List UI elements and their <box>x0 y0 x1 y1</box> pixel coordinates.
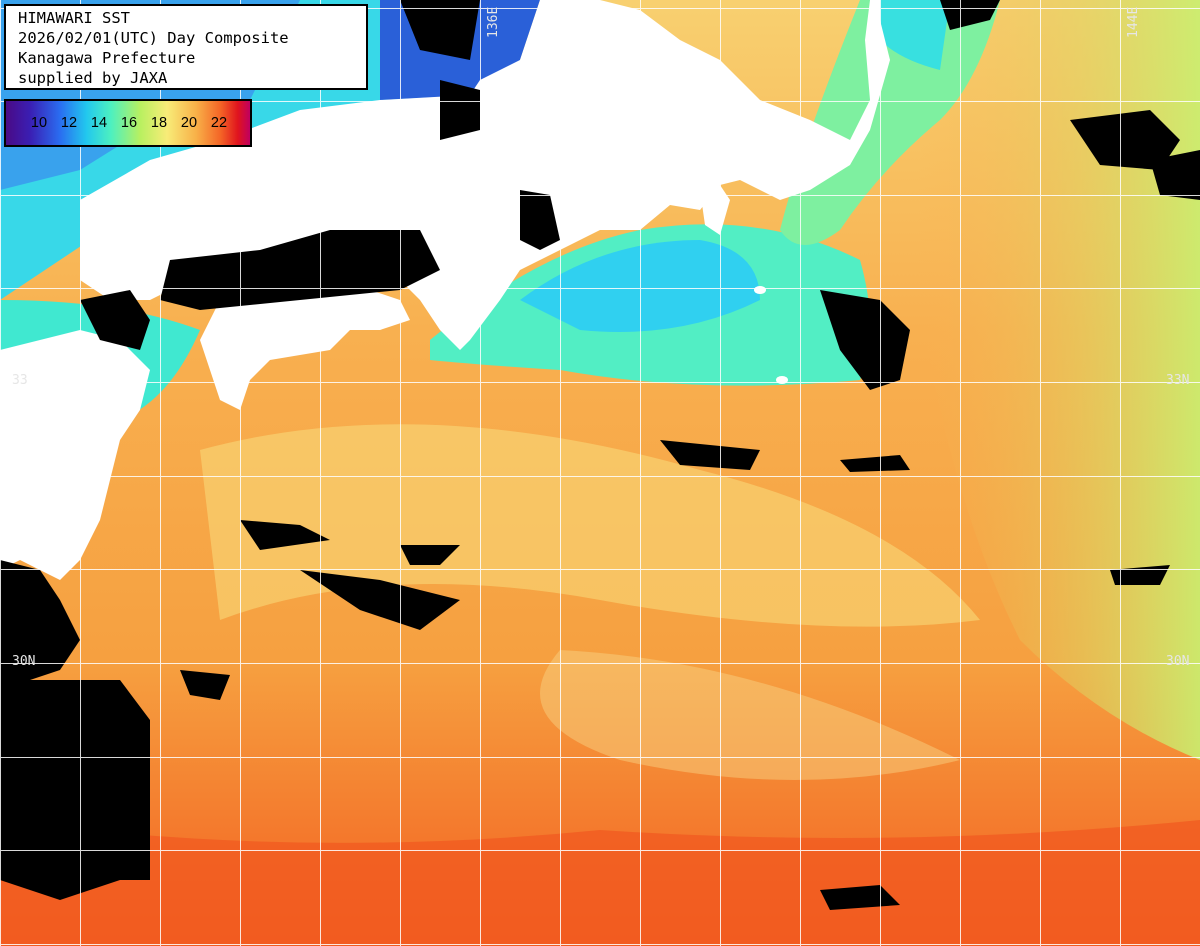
land-island <box>754 286 766 294</box>
title-line-product: HIMAWARI SST <box>18 9 130 27</box>
title-line-region: Kanagawa Prefecture <box>18 49 196 67</box>
sea-swirl <box>540 650 960 780</box>
lat-label-30n-left: 30N <box>12 654 36 669</box>
legend-tick: 18 <box>150 115 168 131</box>
legend-tick: 10 <box>30 115 48 131</box>
lat-label-30n-right: 30N <box>1166 654 1190 669</box>
lat-label-33n-right: 33N <box>1166 373 1190 388</box>
title-box: HIMAWARI SST 2026/02/01(UTC) Day Composi… <box>4 4 368 90</box>
sea-south-hot <box>0 820 1200 946</box>
land-honshu <box>80 0 890 350</box>
legend-tick: 16 <box>120 115 138 131</box>
temperature-legend: 10 12 14 16 18 20 22 <box>4 99 252 147</box>
sea-boso-cool <box>780 0 1000 245</box>
cloud-cover <box>0 0 1200 910</box>
legend-tick: 22 <box>210 115 228 131</box>
lon-label-144e: 144E <box>1126 6 1141 38</box>
title-line-credit: supplied by JAXA <box>18 69 168 87</box>
legend-tick: 20 <box>180 115 198 131</box>
legend-tick: 14 <box>90 115 108 131</box>
sea-mid-band <box>200 424 980 627</box>
legend-tick: 12 <box>60 115 78 131</box>
lon-label-136e: 136E <box>486 6 501 38</box>
lat-label-33-left: 33 <box>12 373 28 388</box>
land-kyushu <box>0 330 150 580</box>
title-line-date: 2026/02/01(UTC) Day Composite <box>18 29 289 47</box>
land-izu <box>700 185 730 235</box>
sea-sagami-cold <box>880 0 950 70</box>
land-shikoku <box>200 280 410 410</box>
